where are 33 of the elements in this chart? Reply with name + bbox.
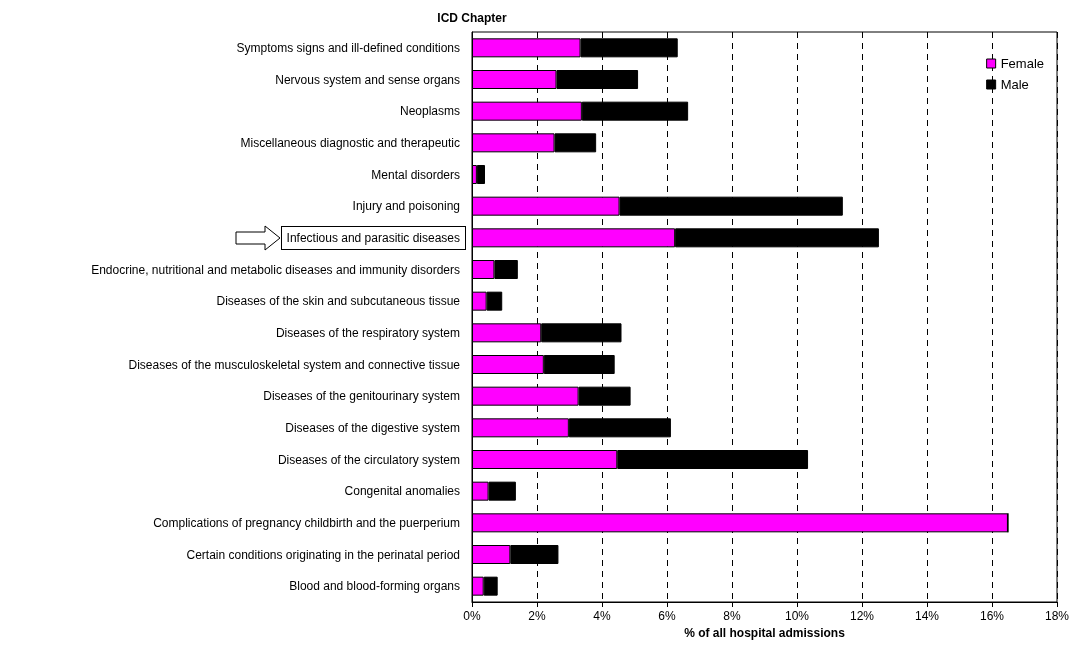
legend-label: Female — [1000, 56, 1045, 71]
y-tick-label: Endocrine, nutritional and metabolic diseases and immunity disorders — [91, 262, 460, 277]
y-tick-label: Congenital anomalies — [344, 484, 460, 499]
y-tick-label: Injury and poisoning — [352, 199, 460, 214]
y-tick-label: Diseases of the digestive system — [285, 420, 460, 435]
x-tick-label: 8% — [723, 609, 741, 623]
y-tick-label: Diseases of the musculoskeletal system and connective tissue — [128, 357, 461, 372]
x-tick-label: 12% — [849, 609, 875, 623]
x-tick-label: 2% — [528, 609, 546, 623]
x-tick-label: 0% — [463, 609, 481, 623]
x-tick-label: 16% — [979, 609, 1005, 623]
x-tick-label: 14% — [914, 609, 940, 623]
y-tick-label: Symptoms signs and ill-defined conditions — [236, 40, 460, 55]
legend-label: Male — [1000, 77, 1029, 92]
y-tick-label: Diseases of the circulatory system — [277, 452, 460, 467]
y-tick-label: Miscellaneous diagnostic and therapeutic — [240, 135, 460, 150]
x-tick-label: 6% — [658, 609, 676, 623]
x-tick-label: 10% — [784, 609, 810, 623]
x-axis-title: % of all hospital admissions — [684, 625, 846, 640]
y-tick-label: Nervous system and sense organs — [275, 72, 460, 87]
y-tick-label: Infectious and parasitic diseases — [286, 230, 460, 245]
x-tick-label: 4% — [593, 609, 611, 623]
y-tick-label: Mental disorders — [371, 167, 460, 182]
y-axis-title: ICD Chapter — [437, 11, 507, 25]
y-tick-label: Diseases of the skin and subcutaneous tissue — [216, 294, 461, 309]
y-tick-label: Diseases of the genitourinary system — [263, 389, 460, 404]
y-tick-label: Diseases of the respiratory system — [275, 325, 460, 340]
y-tick-label: Certain conditions originating in the perinatal period — [186, 547, 460, 562]
y-tick-label: Neoplasms — [399, 104, 460, 119]
bar — [476, 165, 485, 184]
y-tick-label: Complications of pregnancy childbirth and the puerperium — [153, 515, 460, 530]
x-tick-label: 18% — [1044, 609, 1070, 623]
y-tick-label: Blood and blood-forming organs — [289, 579, 460, 594]
